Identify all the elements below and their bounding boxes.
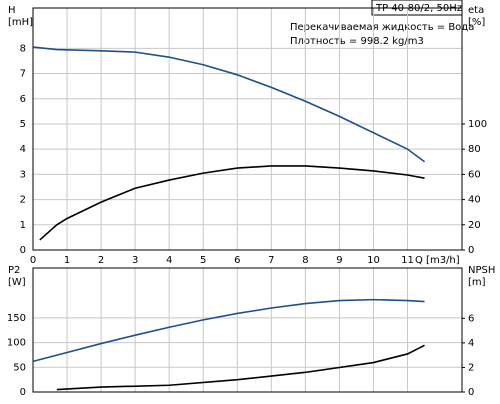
y-axis-label: H — [8, 5, 16, 16]
y2-tick-label: 0 — [468, 245, 474, 256]
series-line — [39, 165, 425, 241]
y-tick-label: 6 — [20, 94, 26, 105]
series-line — [56, 344, 425, 391]
y2-tick-label: 80 — [468, 144, 481, 155]
y-tick-label: 1 — [20, 220, 26, 231]
x-tick-label: 0 — [30, 255, 36, 266]
x-tick-label: 2 — [98, 255, 104, 266]
x-tick-label: 1 — [64, 255, 70, 266]
y2-tick-label: 6 — [468, 313, 474, 324]
y2-tick-label: 20 — [468, 220, 481, 231]
y-tick-label: 0 — [20, 387, 26, 398]
series-line — [32, 298, 425, 363]
x-tick-label: 8 — [302, 255, 308, 266]
x-tick-label: 9 — [336, 255, 342, 266]
y-tick-label: 2 — [20, 195, 26, 206]
y2-axis-unit: [m] — [468, 277, 486, 288]
series-line — [32, 46, 426, 163]
plot-frame — [32, 7, 463, 251]
y2-tick-label: 4 — [468, 338, 474, 349]
y-tick-label: 7 — [20, 69, 26, 80]
y2-tick-label: 2 — [468, 362, 474, 373]
y-axis-unit: [W] — [8, 277, 26, 288]
y-axis-label: P2 — [8, 265, 20, 276]
x-tick-label: 10 — [367, 255, 380, 266]
x-tick-label: 5 — [200, 255, 206, 266]
x-axis-label: Q [m3/h] — [415, 255, 460, 266]
x-tick-label: 3 — [132, 255, 138, 266]
y2-tick-label: 0 — [468, 387, 474, 398]
y-tick-label: 8 — [20, 43, 26, 54]
x-tick-label: 6 — [234, 255, 240, 266]
y-tick-label: 50 — [13, 362, 26, 373]
y2-axis-unit: [%] — [468, 17, 485, 28]
y2-tick-label: 60 — [468, 169, 481, 180]
y-tick-label: 0 — [20, 245, 26, 256]
x-tick-label: 7 — [268, 255, 274, 266]
y-tick-label: 3 — [20, 169, 26, 180]
x-tick-label: 4 — [166, 255, 172, 266]
annotation: Перекачиваемая жидкость = Вода — [290, 22, 474, 33]
y-tick-label: 4 — [20, 144, 26, 155]
plot-frame — [32, 267, 463, 393]
y2-axis-label: eta — [468, 5, 484, 16]
y2-tick-label: 100 — [468, 119, 487, 130]
y2-tick-label: 40 — [468, 195, 481, 206]
x-tick-label: 11 — [401, 255, 414, 266]
y-tick-label: 100 — [7, 338, 26, 349]
y-axis-unit: [mH] — [8, 17, 33, 28]
y-tick-label: 5 — [20, 119, 26, 130]
y2-axis-label: NPSH — [468, 265, 495, 276]
annotation: Плотность = 998.2 kg/m3 — [290, 36, 424, 47]
y-tick-label: 150 — [7, 313, 26, 324]
